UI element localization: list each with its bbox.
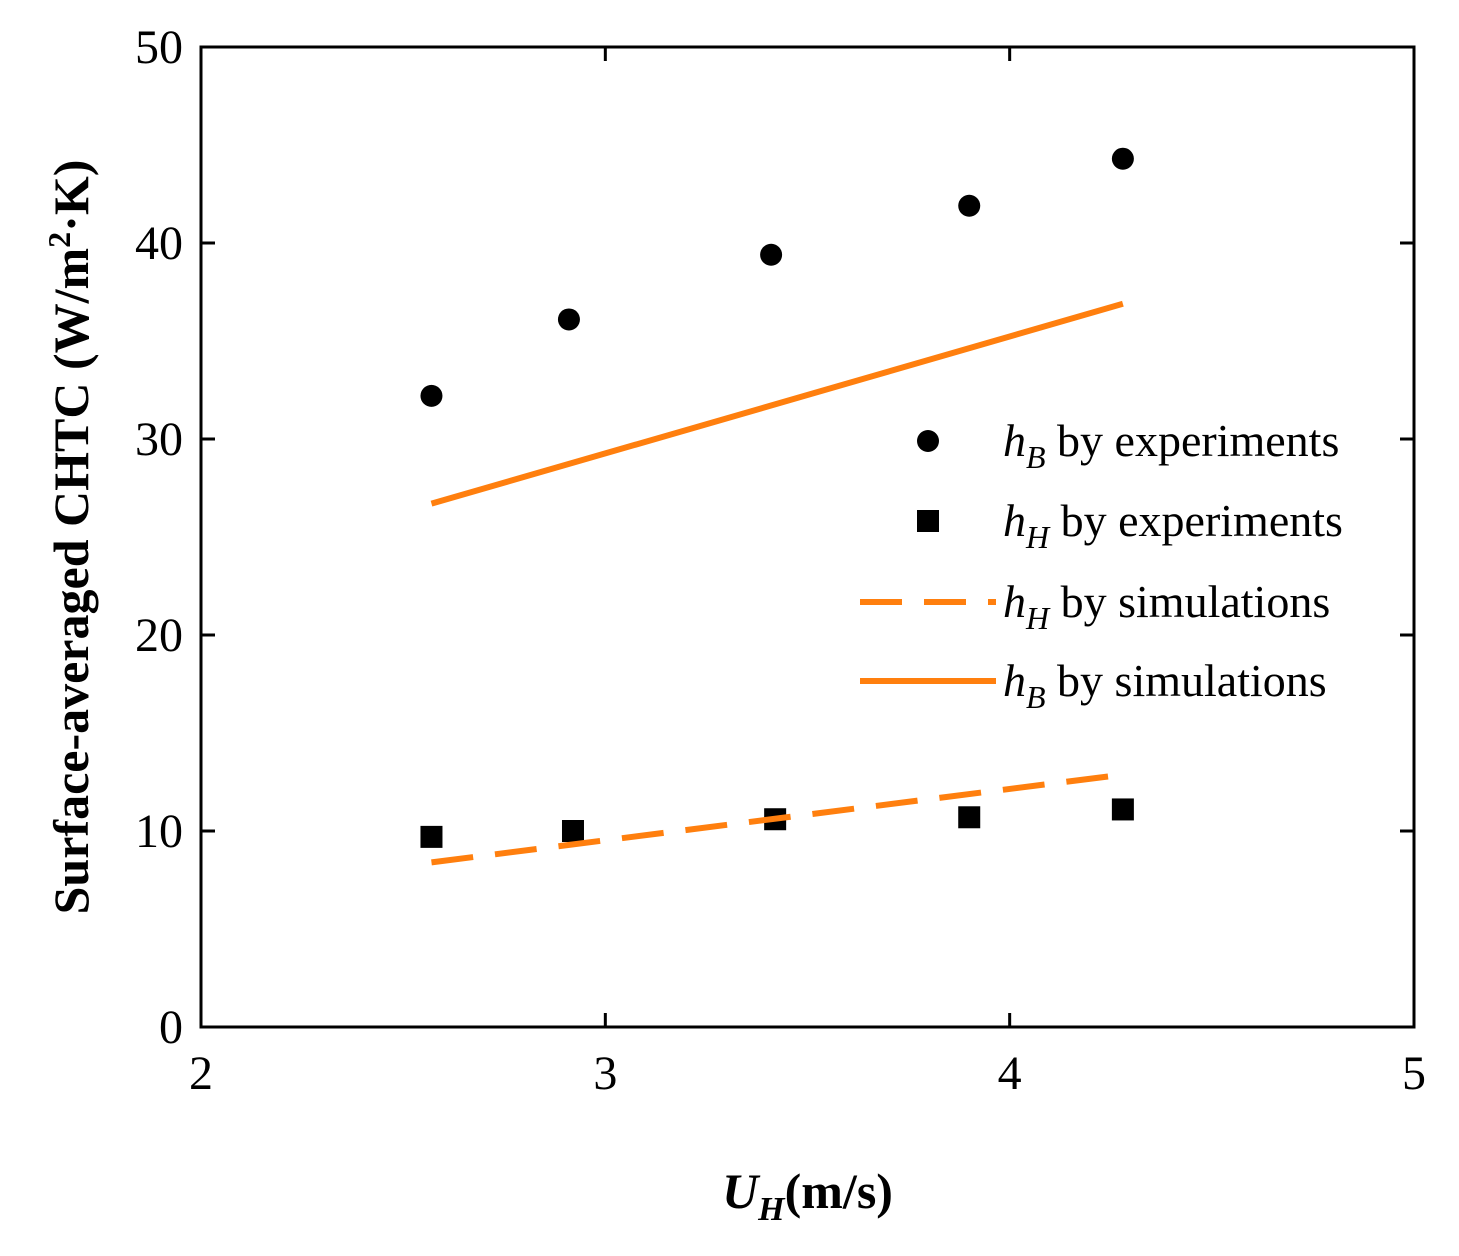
y-axis-title-prefix: Surface-averaged CHTC (W/m [43, 248, 99, 915]
x-axis-symbol: U [722, 1163, 761, 1219]
legend-symbol: h [1003, 655, 1026, 706]
series-1-point [557, 308, 580, 331]
series-1-point [958, 194, 981, 217]
legend-subscript: B [1026, 439, 1046, 475]
series-4-line [430, 300, 1124, 507]
legend-label-1: hB by experiments [1003, 415, 1339, 475]
x-tick-label: 2 [189, 1047, 213, 1100]
series-3-line [431, 773, 1112, 866]
legend-label-4: hB by simulations [1003, 655, 1327, 715]
x-tick-label: 4 [998, 1047, 1022, 1100]
legend-text: by experiments [1046, 415, 1340, 466]
legend-symbol: h [1003, 576, 1026, 627]
series-1-point [420, 384, 443, 407]
data-marks [420, 147, 1134, 866]
y-tick-label: 20 [135, 609, 183, 662]
series-1-point [760, 243, 783, 266]
legend-label-2: hH by experiments [1003, 495, 1343, 555]
x-axis-unit: (m/s) [785, 1163, 893, 1219]
y-axis-title-suffix: ·K) [43, 160, 99, 232]
y-tick-label: 40 [135, 217, 183, 270]
legend-marker-1 [917, 430, 939, 452]
legend-subscript: B [1026, 679, 1046, 715]
legend-text: by experiments [1049, 495, 1343, 546]
x-axis-title: UH(m/s) [722, 1163, 893, 1228]
y-axis-title: Surface-averaged CHTC (W/m2·K) [41, 160, 99, 915]
y-tick-label: 10 [135, 805, 183, 858]
legend-text: by simulations [1046, 655, 1327, 706]
x-tick-label: 5 [1402, 1047, 1426, 1100]
legend-symbol: h [1003, 495, 1026, 546]
legend-label-3: hH by simulations [1003, 576, 1330, 636]
legend-symbol: h [1003, 415, 1026, 466]
y-tick-label: 0 [159, 1001, 183, 1054]
y-tick-label: 30 [135, 413, 183, 466]
y-axis-title-superscript: 2 [41, 232, 77, 248]
series-2-point [420, 825, 443, 848]
x-axis-subscript: H [757, 1191, 786, 1228]
legend-marker-2 [917, 510, 939, 532]
series-2-point [1111, 798, 1134, 821]
plot-frame [199, 45, 1416, 1029]
legend-subscript: H [1025, 519, 1051, 555]
y-tick-label: 50 [135, 21, 183, 74]
legend-subscript: H [1025, 600, 1051, 636]
series-2-point [561, 820, 584, 842]
series-2-point [958, 806, 981, 829]
series-1-point [1111, 147, 1134, 170]
legend-text: by simulations [1049, 576, 1330, 627]
x-tick-label: 3 [593, 1047, 617, 1100]
